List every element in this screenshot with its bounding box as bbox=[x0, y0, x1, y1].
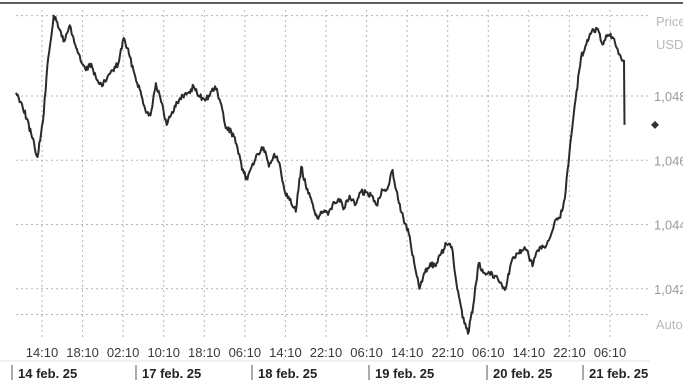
price-axis-label: Price bbox=[656, 14, 683, 29]
date-label: 14 feb. 25 bbox=[18, 366, 77, 381]
time-tick-label: 22:10 bbox=[431, 345, 464, 360]
price-line bbox=[15, 14, 626, 335]
time-tick-label: 06:10 bbox=[350, 345, 383, 360]
time-tick-label: 14:10 bbox=[26, 345, 59, 360]
current-price-marker bbox=[651, 120, 659, 129]
time-tick-label: 18:10 bbox=[188, 345, 221, 360]
y-tick-label: 1,048 bbox=[654, 89, 683, 104]
time-tick-label: 18:10 bbox=[66, 345, 99, 360]
y-tick-label: 1,046 bbox=[654, 153, 683, 168]
grid-lines bbox=[16, 10, 650, 337]
time-tick-label: 06:10 bbox=[594, 345, 627, 360]
time-tick-label: 06:10 bbox=[229, 345, 262, 360]
y-axis-ticks: 1,048 1,046 1,044 1,042 bbox=[654, 89, 683, 297]
date-label: 18 feb. 25 bbox=[258, 366, 317, 381]
time-tick-label: 14:10 bbox=[269, 345, 302, 360]
y-tick-label: 1,044 bbox=[654, 218, 683, 233]
time-tick-label: 02:10 bbox=[107, 345, 140, 360]
currency-axis-label: USD bbox=[656, 37, 683, 52]
time-tick-label: 22:10 bbox=[553, 345, 586, 360]
time-tick-label: 06:10 bbox=[472, 345, 505, 360]
auto-scale-button[interactable] bbox=[654, 314, 683, 334]
time-tick-label: 14:10 bbox=[391, 345, 424, 360]
date-label: 21 feb. 25 bbox=[589, 366, 648, 381]
price-series bbox=[15, 14, 626, 335]
date-axis: 14 feb. 25 17 feb. 25 18 feb. 25 19 feb. 25… bbox=[0, 360, 650, 381]
auto-scale-label[interactable]: Auto bbox=[656, 317, 683, 332]
time-tick-label: 14:10 bbox=[513, 345, 546, 360]
time-tick-label: 10:10 bbox=[147, 345, 180, 360]
date-label: 17 feb. 25 bbox=[142, 366, 201, 381]
time-axis-ticks: 14:10 18:10 02:10 10:10 18:10 06:10 14:10 22:10… bbox=[26, 345, 627, 360]
date-label: 19 feb. 25 bbox=[375, 366, 434, 381]
time-tick-label: 22:10 bbox=[310, 345, 343, 360]
date-label: 20 feb. 25 bbox=[493, 366, 552, 381]
y-tick-label: 1,042 bbox=[654, 282, 683, 297]
